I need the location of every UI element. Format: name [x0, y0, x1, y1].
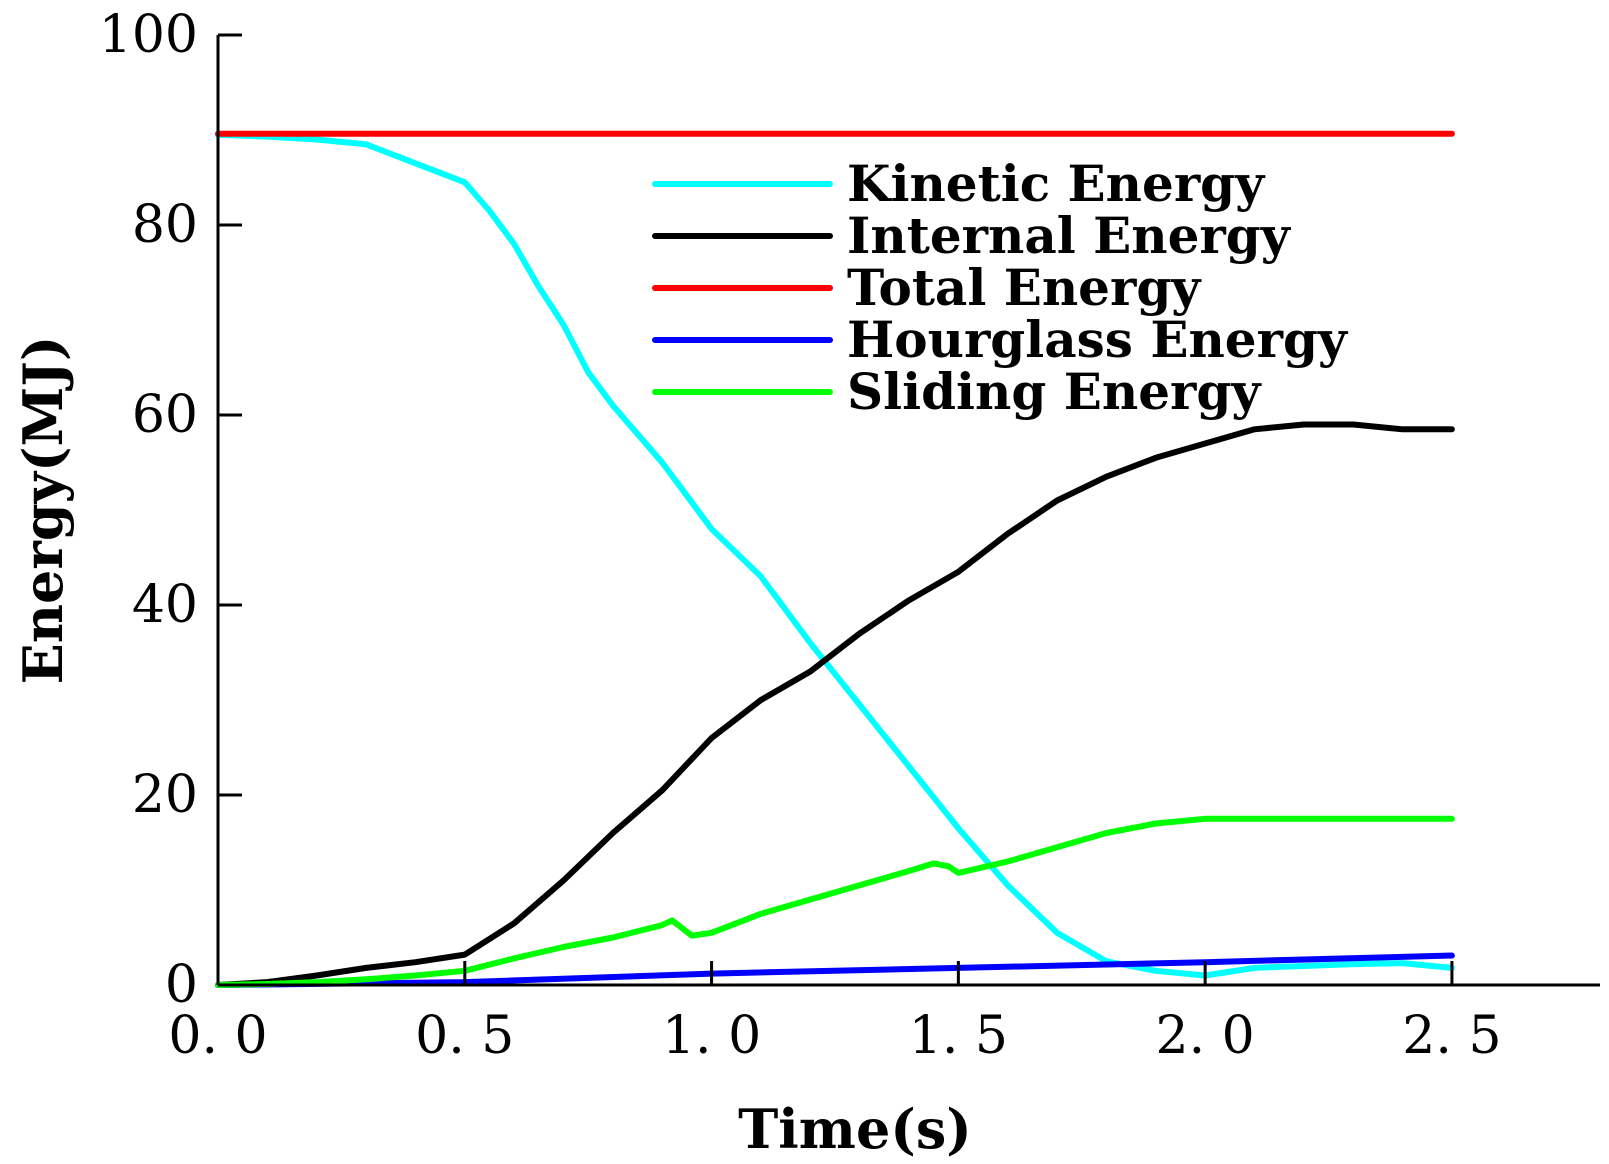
x-tick-label: 1. 5 [909, 1006, 1008, 1066]
x-tick-label: 2. 5 [1402, 1006, 1501, 1066]
legend-label: Kinetic Energy [847, 154, 1266, 213]
y-tick-label: 20 [132, 765, 198, 825]
y-tick-label: 80 [132, 195, 198, 255]
y-tick-label: 0 [165, 955, 198, 1015]
plot-lines [215, 130, 1455, 988]
series-line-5 [215, 815, 1455, 988]
legend-label: Total Energy [847, 258, 1202, 317]
series-line-1 [215, 131, 1455, 979]
x-tick-label: 0. 0 [168, 1006, 267, 1066]
x-tick-label: 0. 5 [415, 1006, 514, 1066]
series-line-2 [215, 421, 1455, 988]
legend-label: Internal Energy [847, 206, 1292, 265]
series-line-4 [215, 952, 1455, 988]
x-tick-label: 2. 0 [1156, 1006, 1255, 1066]
y-tick-label: 40 [132, 575, 198, 635]
x-tick-label: 1. 0 [662, 1006, 761, 1066]
legend-label: Hourglass Energy [847, 310, 1349, 369]
y-tick-label: 60 [132, 385, 198, 445]
y-axis-label: Energy(MJ) [11, 336, 75, 685]
axes: 0 20 40 60 80 100 0. 0 0. 5 1. 0 1. 5 2. 0 2. 5 [99, 5, 1600, 1066]
y-tick-label: 100 [99, 5, 198, 65]
x-axis-label: Time(s) [738, 1097, 972, 1161]
legend-label: Sliding Energy [847, 362, 1262, 421]
